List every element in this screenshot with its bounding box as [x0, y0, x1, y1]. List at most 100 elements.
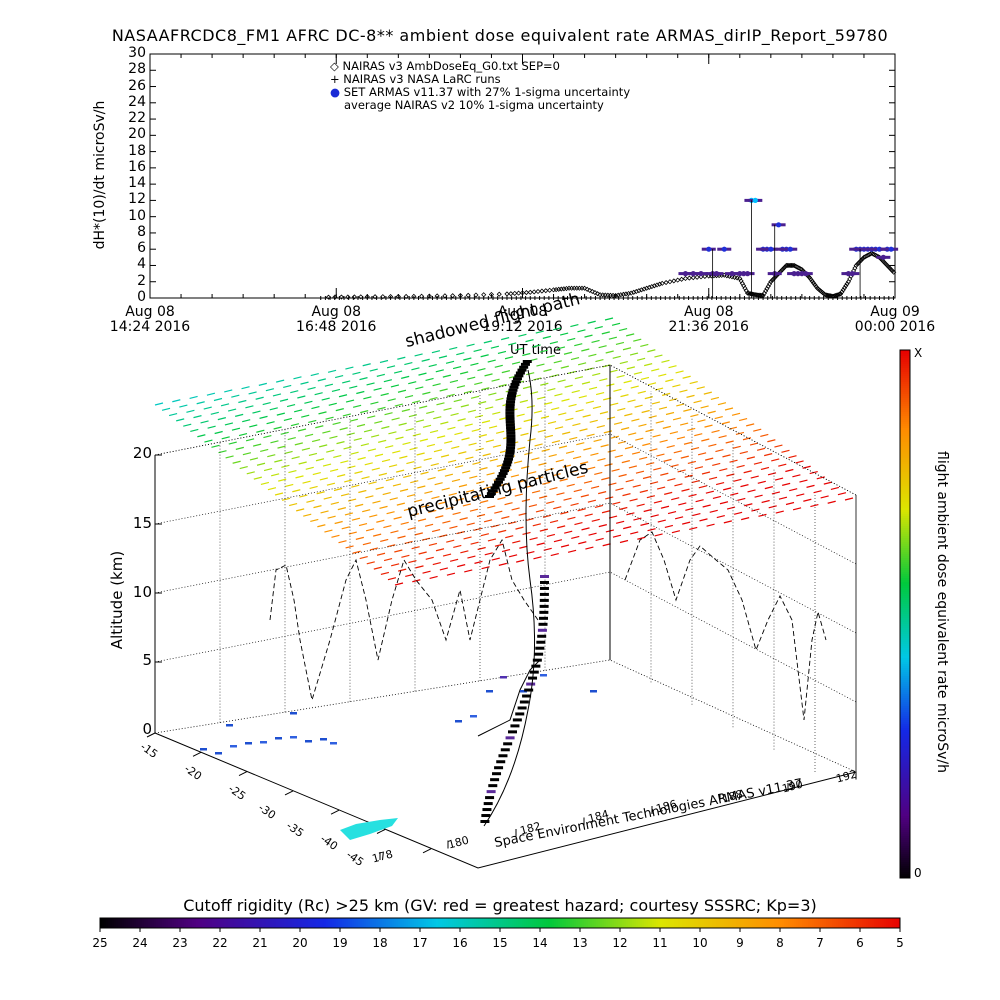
rigidity-dash: [438, 501, 447, 505]
rigidity-dash: [604, 463, 613, 467]
colorbar-segment: [900, 738, 910, 741]
larc-point: [439, 296, 444, 300]
rigidity-dash: [330, 501, 339, 505]
rigidity-dash: [470, 395, 480, 399]
rigidity-dash: [306, 499, 315, 503]
colorbar-segment: [900, 876, 910, 879]
rigidity-dash: [454, 432, 463, 436]
rigidity-dash: [672, 417, 682, 421]
colorbar-segment: [146, 918, 149, 928]
colorbar-segment: [900, 474, 910, 477]
rigidity-dash: [622, 493, 631, 497]
colorbar-segment: [900, 578, 910, 581]
colorbar-segment: [418, 918, 421, 928]
rigidity-dash: [598, 524, 607, 528]
rigidity-dash: [409, 447, 418, 451]
nairas-point: [338, 294, 344, 300]
colorbar-segment: [728, 918, 731, 928]
rigidity-dash: [624, 413, 633, 417]
colorbar-segment: [900, 730, 910, 733]
flight-sample: [505, 403, 515, 407]
rigidity-dash: [322, 463, 332, 467]
rigidity-dash: [353, 437, 362, 441]
rigidity-dash: [318, 411, 327, 415]
colorbar-segment: [650, 918, 653, 928]
rigidity-dash: [542, 514, 552, 518]
rigidity-dash: [740, 484, 749, 488]
colorbar-segment: [900, 530, 910, 533]
rigidity-dash: [584, 513, 593, 517]
colorbar-segment: [900, 862, 910, 865]
nairas-point: [869, 250, 875, 256]
rigidity-dash: [433, 416, 442, 420]
floor-measurement: [320, 738, 327, 741]
rigidity-dash: [176, 418, 185, 422]
rigidity-dash: [479, 467, 488, 471]
larc-point: [784, 296, 789, 300]
rigidity-dash: [464, 423, 473, 427]
colorbar-segment: [900, 442, 910, 445]
colorbar-segment: [546, 918, 549, 928]
colorbar-segment: [486, 918, 489, 928]
rigidity-dash: [401, 375, 410, 379]
colorbar-segment: [780, 918, 783, 928]
nairas-point: [589, 288, 595, 295]
colorbar-segment: [900, 646, 910, 649]
rigidity-dash: [694, 433, 703, 437]
colorbar-segment: [514, 918, 517, 928]
colorbar-segment: [752, 918, 755, 928]
colorbar-segment: [764, 918, 767, 928]
rigidity-dash: [637, 536, 646, 540]
rigidity-dash: [669, 431, 679, 435]
armas-point: [768, 246, 774, 252]
colorbar-segment: [444, 918, 447, 928]
colorbar-segment: [900, 618, 910, 621]
rigidity-dash: [654, 354, 663, 358]
larc-point: [453, 296, 458, 300]
rigidity-dash: [730, 492, 739, 496]
rigidity-dash: [542, 335, 551, 339]
rigidity-dash: [286, 403, 296, 408]
rigidity-dash: [574, 522, 583, 526]
rigidity-dash: [343, 446, 352, 450]
legend-label: average NAIRAS v2 10% 1-sigma uncertaint…: [344, 98, 604, 112]
colorbar-segment: [172, 918, 175, 928]
nairas-point: [843, 283, 849, 289]
colorbar-segment: [136, 918, 139, 928]
colorbar-segment: [900, 454, 910, 457]
colorbar-segment: [684, 918, 687, 928]
larc-point: [742, 296, 747, 300]
rigidity-dash: [562, 464, 571, 468]
nairas-point: [582, 285, 588, 291]
colorbar-segment: [900, 784, 910, 787]
larc-point: [542, 296, 547, 300]
colorbar-segment: [554, 918, 557, 928]
rigidity-dash: [642, 442, 651, 447]
colorbar-segment: [506, 918, 509, 928]
rigidity-dash: [669, 398, 678, 402]
rigidity-dash: [394, 549, 403, 553]
rigidity-dash: [315, 425, 324, 429]
colorbar-segment: [900, 424, 910, 427]
rigidity-dash: [252, 410, 261, 414]
colorbar-segment: [268, 918, 271, 928]
flight-sample: [534, 652, 544, 656]
colorbar-segment: [428, 918, 431, 928]
rigidity-dash: [417, 518, 427, 522]
rigidity-dash: [276, 379, 285, 383]
rigidity-dash: [489, 458, 498, 462]
armas-point: [803, 271, 809, 277]
colorbar-segment: [316, 918, 319, 928]
axis-frame: [154, 455, 857, 869]
flight-sample: [506, 431, 516, 435]
colorbar-segment: [828, 918, 831, 928]
rigidity-dash: [337, 474, 346, 478]
rigidity-dash: [785, 501, 795, 506]
rigidity-dash: [362, 509, 371, 513]
colorbar-segment: [204, 918, 207, 928]
colorbar-segment: [314, 918, 317, 928]
rigidity-dash: [792, 474, 801, 478]
colorbar-segment: [802, 918, 805, 928]
rigidity-dash: [220, 403, 230, 407]
rigidity-dash: [452, 365, 462, 370]
